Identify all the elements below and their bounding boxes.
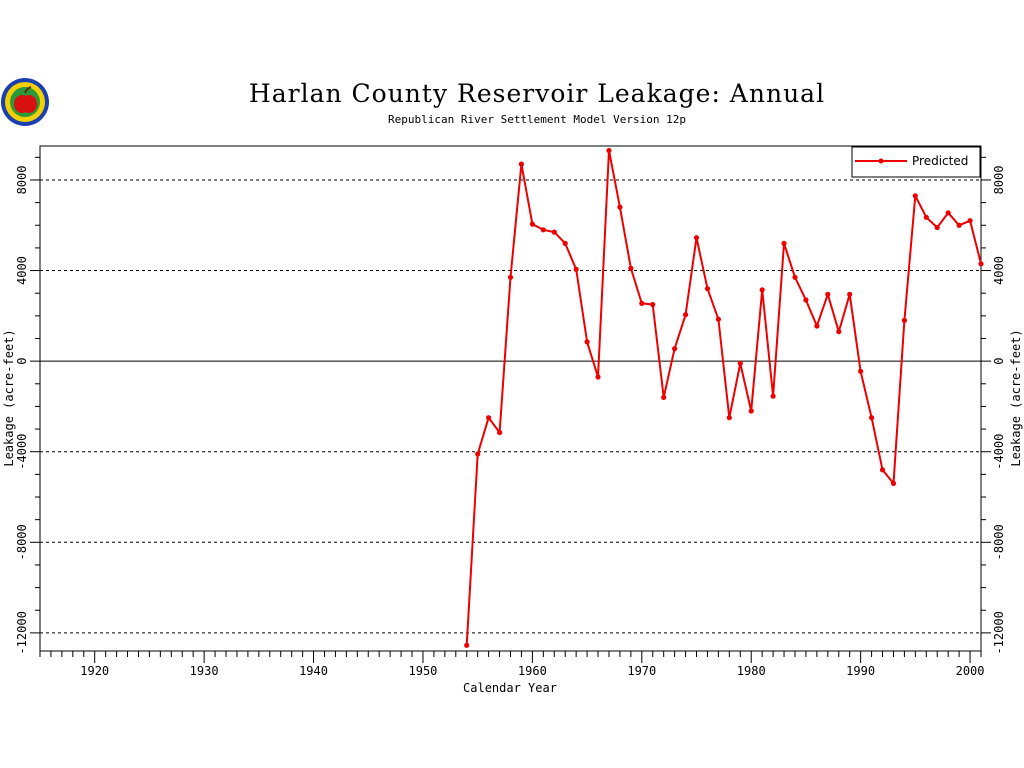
data-point: [650, 301, 656, 308]
data-point: [562, 240, 568, 246]
data-point: [639, 300, 645, 306]
x-tick-label: 1930: [190, 664, 219, 678]
data-point: [890, 480, 897, 486]
y-axis-label-right: Leakage (acre-feet): [1009, 329, 1023, 466]
data-point: [923, 214, 929, 220]
x-tick-label: 1990: [846, 664, 875, 678]
y-tick-label-left: -4000: [15, 434, 29, 470]
data-point: [781, 240, 787, 246]
data-point: [704, 286, 711, 292]
data-point: [584, 339, 590, 345]
data-point: [464, 642, 470, 648]
y-tick-label-left: -12000: [15, 611, 29, 654]
data-point: [693, 235, 700, 241]
data-point: [628, 265, 634, 271]
data-point: [606, 147, 612, 154]
data-point: [737, 360, 743, 366]
apple-seal-logo-icon: [1, 78, 49, 126]
y-tick-label-right: 8000: [992, 166, 1006, 195]
data-point: [967, 218, 973, 224]
x-axis-label: Calendar Year: [463, 681, 557, 695]
x-tick-label: 1960: [518, 664, 547, 678]
data-point: [683, 312, 689, 318]
legend: Predicted: [851, 146, 981, 178]
data-point: [726, 415, 732, 421]
data-point: [912, 193, 918, 199]
y-tick-label-right: -8000: [992, 524, 1006, 560]
gridlines: [40, 179, 981, 634]
series-line-predicted: [465, 149, 982, 646]
data-point: [869, 415, 875, 421]
data-point: [617, 204, 623, 210]
data-point: [847, 291, 853, 297]
data-point: [486, 415, 492, 421]
data-point: [934, 224, 940, 231]
y-axis-left: -12000 -8000 -4000 0 4000 8000: [15, 156, 40, 655]
x-tick-label: 1920: [80, 664, 109, 678]
x-tick-label: 1940: [299, 664, 328, 678]
y-tick-label-right: -4000: [992, 434, 1006, 470]
data-point: [945, 210, 951, 216]
chart-title: Harlan County Reservoir Leakage: Annual: [249, 79, 825, 108]
data-point: [540, 227, 546, 233]
data-point: [551, 229, 557, 235]
y-tick-label-left: -8000: [15, 524, 29, 560]
data-point: [748, 408, 754, 414]
legend-swatch-marker: [878, 158, 884, 164]
y-axis-right: -12000 -8000 -4000 0 4000 8000: [981, 156, 1006, 655]
plot-frame: [39, 145, 982, 652]
legend-label-predicted: Predicted: [912, 154, 968, 168]
data-point: [836, 329, 842, 335]
x-tick-label: 1980: [737, 664, 766, 678]
x-tick-label: 1950: [409, 664, 438, 678]
data-point: [978, 261, 984, 267]
data-point: [879, 467, 886, 473]
data-point: [672, 346, 678, 352]
data-point: [518, 161, 525, 167]
data-point: [497, 429, 503, 436]
y-tick-label-left: 0: [15, 358, 29, 365]
data-point: [661, 394, 667, 400]
data-point: [529, 221, 536, 227]
data-point: [715, 316, 722, 322]
y-tick-label-right: 4000: [992, 256, 1006, 285]
y-tick-label-left: 4000: [15, 256, 29, 285]
data-point: [475, 451, 481, 457]
data-point: [814, 323, 820, 329]
data-point: [595, 374, 601, 380]
y-tick-label-right: 0: [992, 358, 1006, 365]
data-point: [803, 297, 809, 303]
x-axis: 1920 1930 1940 1950 1960 1970 1980 1990 2000: [39, 651, 985, 678]
data-point: [573, 266, 579, 272]
data-point: [901, 317, 908, 323]
y-tick-label-right: -12000: [992, 611, 1006, 654]
chart-subtitle: Republican River Settlement Model Versio…: [388, 113, 686, 126]
x-tick-label: 2000: [956, 664, 985, 678]
series-group: [464, 147, 984, 648]
data-point: [770, 393, 776, 399]
y-axis-label-left: Leakage (acre-feet): [2, 329, 16, 466]
y-tick-label-left: 8000: [15, 166, 29, 195]
x-tick-label: 1970: [627, 664, 656, 678]
data-point: [825, 291, 831, 297]
data-point: [759, 287, 765, 293]
data-point: [507, 274, 514, 280]
data-point: [858, 368, 864, 374]
data-point: [956, 222, 962, 228]
data-point: [792, 274, 798, 280]
